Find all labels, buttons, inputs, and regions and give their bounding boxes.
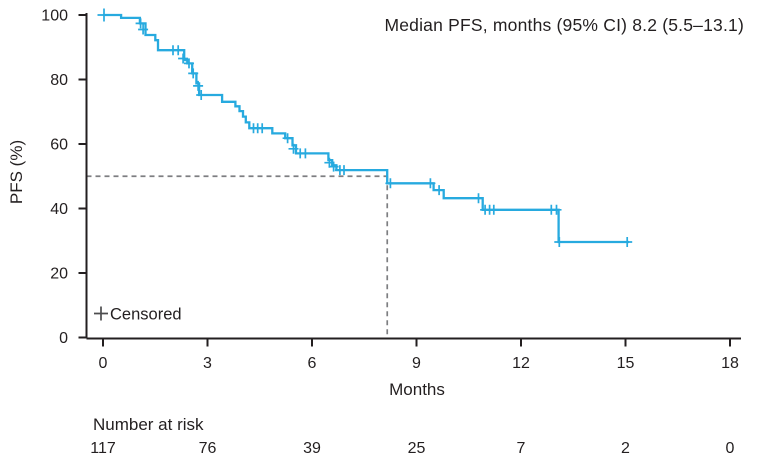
x-tick-label: 12: [512, 355, 530, 372]
x-tick-label: 6: [308, 355, 317, 372]
censor-plus-mark: [138, 24, 149, 35]
censor-plus-mark: [282, 133, 293, 144]
x-tick-label: 9: [412, 355, 421, 372]
y-tick-label: 20: [50, 266, 68, 283]
survival-step-curve: [103, 13, 629, 244]
censor-plus-mark: [173, 45, 184, 56]
median-pfs-annotation: Median PFS, months (95% CI) 8.2 (5.5–13.…: [384, 15, 744, 35]
x-axis-title: Months: [389, 380, 445, 399]
censored-plus-icon: [94, 306, 108, 321]
axis-lines: [85, 13, 741, 340]
median-dashed-line: [86, 175, 389, 339]
x-axis-ticks: 0 3 6 9 12 15 18: [99, 338, 739, 372]
km-curve: [103, 13, 629, 244]
x-tick-label: 0: [99, 355, 108, 372]
censor-marks: [97, 8, 633, 247]
censor-plus-mark: [551, 204, 562, 215]
censor-plus-mark: [196, 90, 207, 100]
censor-plus-mark: [434, 185, 445, 196]
x-tick-label: 3: [203, 355, 212, 372]
number-at-risk-value: 117: [90, 440, 116, 457]
y-tick-label: 0: [59, 330, 68, 347]
x-tick-label: 15: [617, 355, 635, 372]
number-at-risk-value: 7: [517, 440, 526, 457]
y-tick-label: 40: [50, 201, 68, 218]
censor-plus-mark: [288, 143, 299, 154]
y-tick-label: 80: [50, 72, 68, 89]
censor-plus-mark: [554, 237, 565, 247]
y-axis-title: PFS (%): [7, 140, 26, 204]
censor-plus-mark: [473, 193, 484, 204]
censor-plus-mark: [193, 80, 204, 91]
number-at-risk-value: 0: [726, 440, 735, 457]
censored-legend-label: Censored: [110, 306, 182, 324]
censor-plus-mark: [178, 53, 189, 64]
y-tick-label: 60: [50, 137, 68, 154]
median-reference-lines: [86, 175, 389, 339]
number-at-risk-value: 39: [303, 440, 321, 457]
censor-plus-mark: [188, 68, 199, 79]
censor-plus-mark: [300, 148, 311, 159]
censor-plus-mark: [622, 237, 633, 247]
censor-plus-mark: [339, 165, 349, 176]
censor-plus-mark: [184, 58, 194, 69]
number-at-risk-value: 76: [199, 440, 217, 457]
x-tick-label: 18: [721, 355, 739, 372]
censor-plus-mark: [385, 178, 396, 189]
censor-plus-mark: [135, 18, 146, 29]
axes: [85, 13, 741, 340]
censor-plus-mark: [97, 8, 111, 22]
censor-plus-mark: [425, 178, 436, 189]
y-axis-ticks: 0 20 40 60 80 100: [41, 8, 87, 347]
number-at-risk-value: 25: [408, 440, 426, 457]
number-at-risk-label: Number at risk: [93, 415, 204, 434]
censor-plus-mark: [257, 123, 268, 134]
number-at-risk-values: 117 76 39 25 7 2 0: [90, 440, 734, 457]
y-tick-label: 100: [41, 8, 68, 25]
censor-plus-mark: [328, 161, 339, 172]
censor-plus-mark: [488, 204, 499, 215]
number-at-risk-value: 2: [621, 440, 630, 457]
